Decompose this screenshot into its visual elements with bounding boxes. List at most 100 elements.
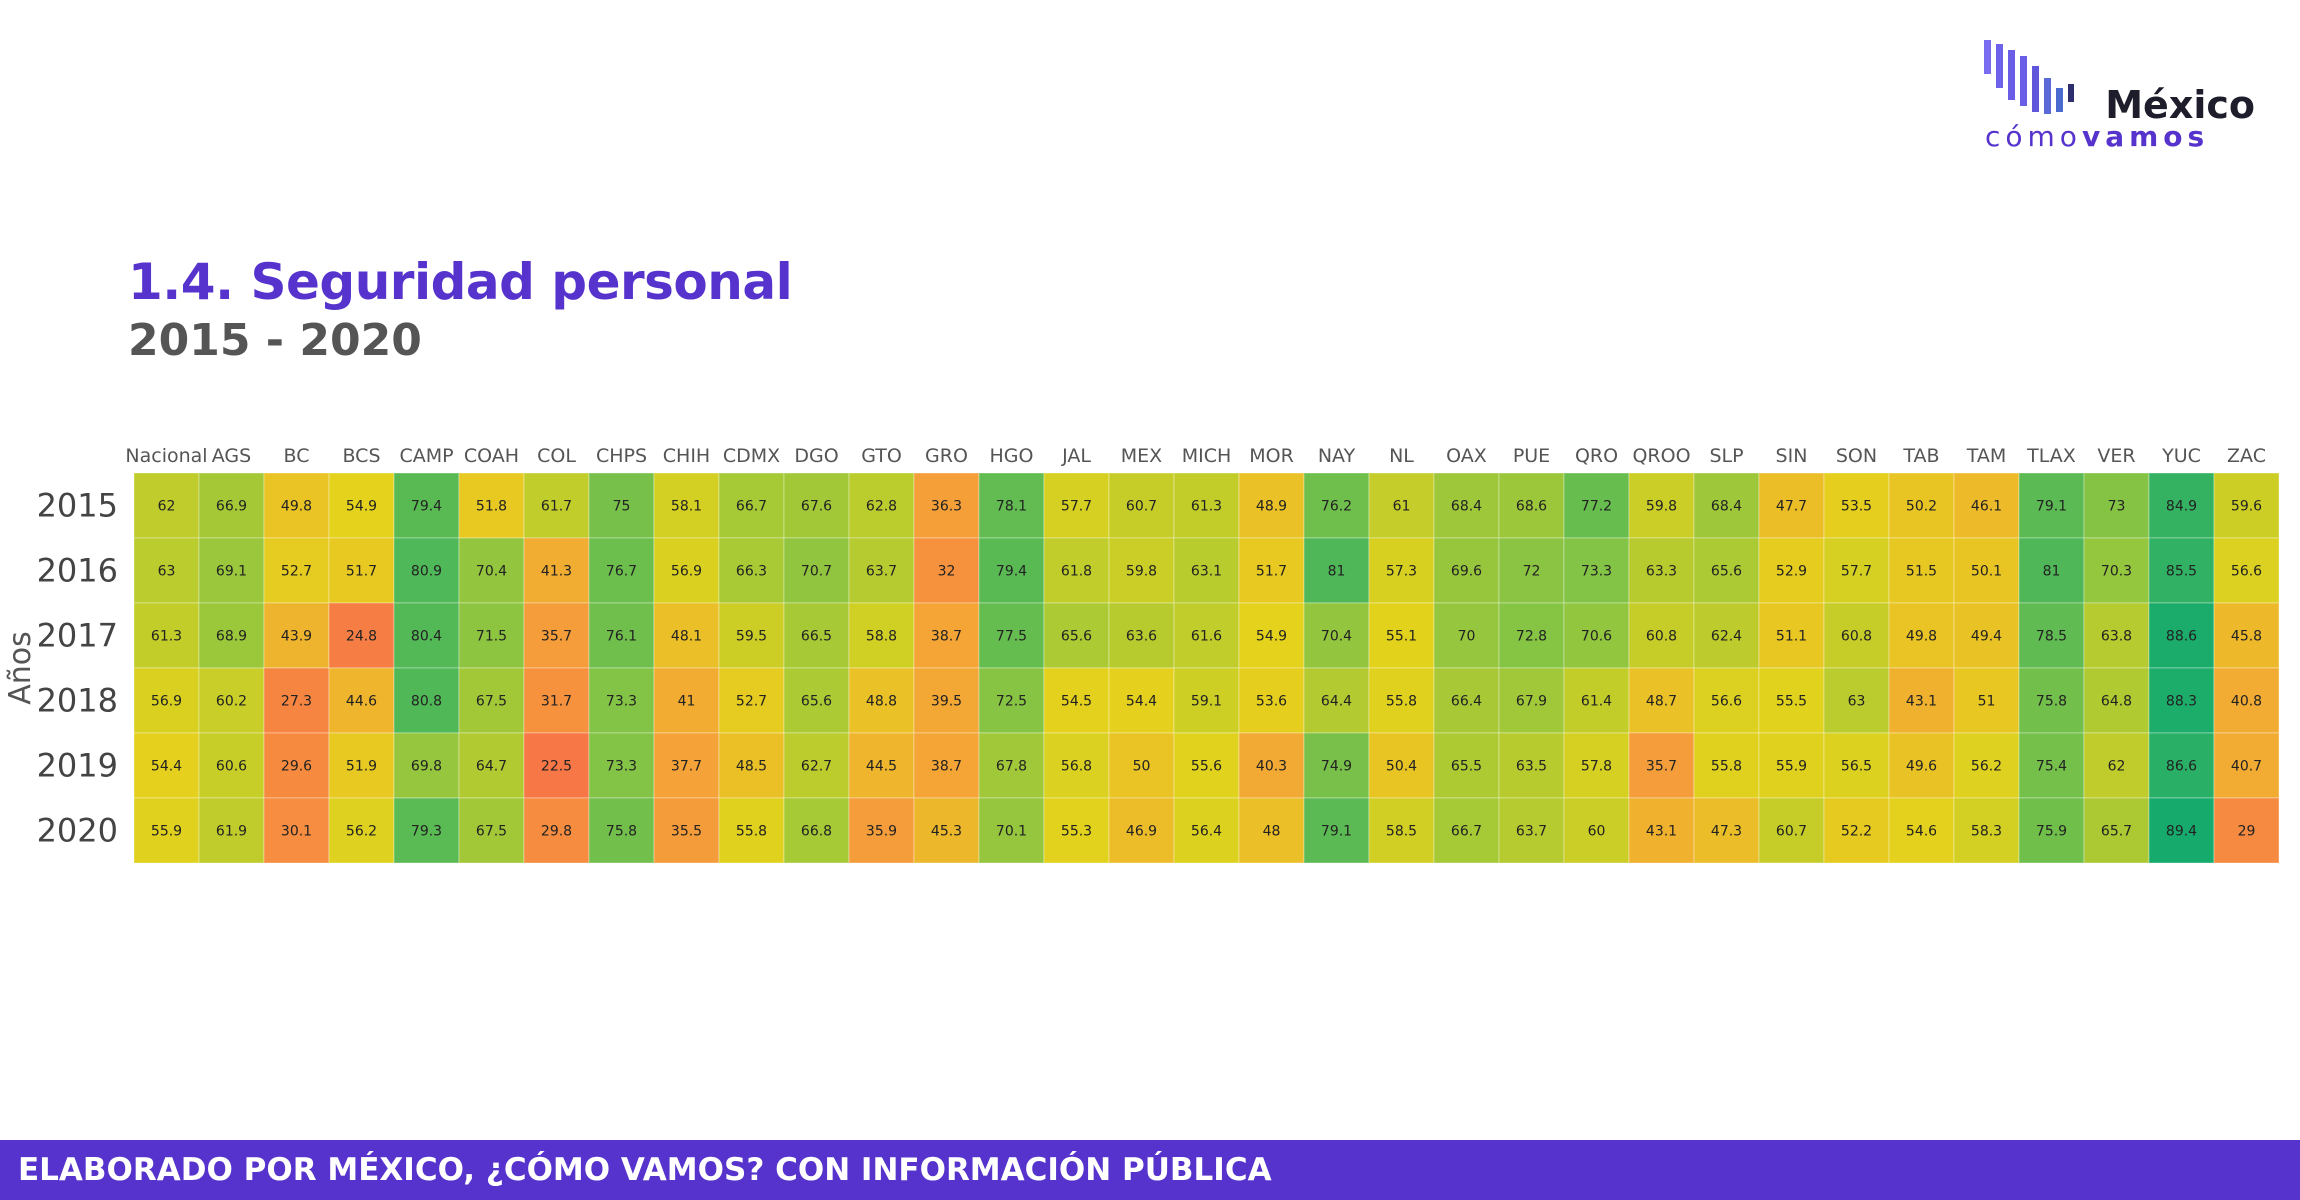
heatmap-cell [588, 797, 655, 864]
cell-value-label: 70.4 [476, 564, 507, 580]
cell-value-label: 55.3 [1061, 824, 1092, 840]
cell-value-label: 55.1 [1386, 629, 1417, 645]
cell-value-label: 59.8 [1126, 564, 1157, 580]
cell-value-label: 68.4 [1451, 499, 1482, 515]
cell-value-label: 78.1 [996, 499, 1027, 515]
heatmap-cell [653, 732, 720, 799]
cell-value-label: 51 [1978, 694, 1996, 710]
heatmap-cell [1498, 537, 1565, 604]
cell-value-label: 43.9 [281, 629, 312, 645]
heatmap-cell [2213, 797, 2280, 864]
heatmap-cell [1173, 732, 1240, 799]
cell-value-label: 67.9 [1516, 694, 1547, 710]
heatmap-cell [523, 667, 590, 734]
cell-value-label: 76.2 [1321, 499, 1352, 515]
cell-value-label: 44.5 [866, 759, 897, 775]
cell-value-label: 40.7 [2231, 759, 2262, 775]
heatmap-cell [1238, 537, 1305, 604]
cell-value-label: 66.7 [736, 499, 767, 515]
x-tick-label: PUE [1513, 445, 1550, 467]
cell-value-label: 76.7 [606, 564, 637, 580]
cell-value-label: 84.9 [2166, 499, 2197, 515]
cell-value-label: 53.6 [1256, 694, 1287, 710]
cell-value-label: 54.9 [1256, 629, 1287, 645]
heatmap-cell [2018, 472, 2085, 539]
heatmap-cell [1953, 537, 2020, 604]
cell-value-label: 59.6 [2231, 499, 2262, 515]
heatmap-cell [1823, 602, 1890, 669]
svg-text:México: México [2105, 83, 2255, 127]
logo-bars-icon [1984, 40, 2074, 114]
heatmap-cell [1953, 602, 2020, 669]
heatmap-cell [328, 797, 395, 864]
heatmap-cell [2018, 667, 2085, 734]
heatmap-cell [133, 732, 200, 799]
cell-value-label: 64.8 [2101, 694, 2132, 710]
x-tick-label: TAB [1902, 445, 1939, 467]
cell-value-label: 45.3 [931, 824, 962, 840]
cell-value-label: 72.5 [996, 694, 1027, 710]
cell-value-label: 48.7 [1646, 694, 1677, 710]
heatmap-cell [1498, 472, 1565, 539]
heatmap-cell [2213, 537, 2280, 604]
cell-value-label: 59.8 [1646, 499, 1677, 515]
heatmap-cell [783, 732, 850, 799]
heatmap-cell [458, 602, 525, 669]
heatmap-cell [1693, 797, 1760, 864]
cell-value-label: 63 [158, 564, 176, 580]
cell-value-label: 75 [613, 499, 631, 515]
heatmap-cell [1108, 667, 1175, 734]
cell-value-label: 49.6 [1906, 759, 1937, 775]
cell-value-label: 56.9 [151, 694, 182, 710]
heatmap-cell [1238, 602, 1305, 669]
cell-value-label: 61.4 [1581, 694, 1612, 710]
cell-value-label: 70.6 [1581, 629, 1612, 645]
cell-value-label: 68.6 [1516, 499, 1547, 515]
heatmap-cell [1173, 797, 1240, 864]
heatmap-cell [1953, 472, 2020, 539]
heatmap-cell [458, 667, 525, 734]
heatmap-cell [1108, 472, 1175, 539]
heatmap-cell [848, 537, 915, 604]
heatmap-cell [393, 472, 460, 539]
heatmap-cell [1368, 472, 1435, 539]
cell-value-label: 22.5 [541, 759, 572, 775]
cell-value-label: 54.9 [346, 499, 377, 515]
heatmap-cell [1238, 667, 1305, 734]
mexico-como-vamos-logo: México cómovamos [1980, 36, 2260, 151]
heatmap-cell [328, 472, 395, 539]
cell-value-label: 78.5 [2036, 629, 2067, 645]
heatmap-cell [1498, 797, 1565, 864]
cell-value-label: 76.1 [606, 629, 637, 645]
heatmap-cell [1108, 797, 1175, 864]
cell-value-label: 52.2 [1841, 824, 1872, 840]
cell-value-label: 35.7 [1646, 759, 1677, 775]
heatmap-cell [2213, 732, 2280, 799]
cell-value-label: 48.8 [866, 694, 897, 710]
heatmap-cell [1628, 797, 1695, 864]
svg-text:cómovamos: cómovamos [1985, 120, 2209, 151]
footer-text: ELABORADO POR MÉXICO, ¿CÓMO VAMOS? CON I… [18, 1152, 1272, 1188]
heatmap-cell [1433, 537, 1500, 604]
cell-value-label: 55.8 [1386, 694, 1417, 710]
cell-value-label: 57.3 [1386, 564, 1417, 580]
cell-value-label: 69.1 [216, 564, 247, 580]
heatmap-cell [1303, 667, 1370, 734]
cell-value-label: 77.5 [996, 629, 1027, 645]
heatmap-cell [458, 732, 525, 799]
cell-value-label: 60.8 [1841, 629, 1872, 645]
cell-value-label: 60.8 [1646, 629, 1677, 645]
cell-value-label: 62 [158, 499, 176, 515]
cell-value-label: 65.6 [1711, 564, 1742, 580]
heatmap-cell [1563, 537, 1630, 604]
cell-value-label: 48.5 [736, 759, 767, 775]
heatmap-cell [1888, 602, 1955, 669]
heatmap-cell [978, 797, 1045, 864]
cell-value-label: 64.4 [1321, 694, 1352, 710]
heatmap-cell [1043, 602, 1110, 669]
cell-value-label: 52.7 [281, 564, 312, 580]
cell-value-label: 40.3 [1256, 759, 1287, 775]
x-tick-label: SON [1836, 445, 1877, 467]
cell-value-label: 60.6 [216, 759, 247, 775]
cell-value-label: 48.1 [671, 629, 702, 645]
